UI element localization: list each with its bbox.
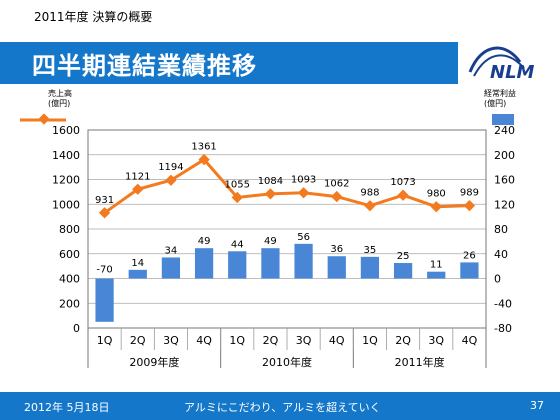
- profit-data-label: 34: [165, 245, 178, 256]
- profit-bar: [294, 243, 313, 279]
- category-label: 2Q: [395, 334, 411, 347]
- sales-data-label: 988: [360, 188, 379, 199]
- profit-bar: [460, 262, 479, 279]
- sales-point: [264, 188, 277, 200]
- left-tick-label: 400: [59, 273, 80, 286]
- left-tick-label: 200: [59, 297, 80, 310]
- sales-data-label: 1093: [291, 175, 316, 186]
- sales-point: [297, 187, 310, 199]
- sales-data-label: 1084: [258, 176, 283, 187]
- profit-bar: [427, 271, 446, 279]
- company-logo: NLM: [468, 46, 535, 83]
- title-bar: [0, 42, 458, 84]
- profit-data-label: 11: [430, 260, 443, 271]
- profit-bar: [228, 251, 247, 279]
- left-tick-label: 1200: [52, 174, 80, 187]
- profit-data-label: 44: [231, 239, 244, 250]
- page-title: 四半期連結業績推移: [32, 52, 257, 80]
- category-label: 1Q: [362, 334, 378, 347]
- right-axis-title-line2: (億円): [484, 98, 506, 108]
- right-tick-label: 0: [494, 273, 501, 286]
- category-label: 4Q: [462, 334, 478, 347]
- footer-date: 2012年 5月18日: [24, 401, 110, 414]
- sales-point: [397, 189, 409, 201]
- sales-point: [132, 183, 144, 195]
- category-label: 2Q: [130, 334, 146, 347]
- left-tick-label: 1400: [52, 149, 80, 162]
- left-axis-title-line1: 売上高: [48, 88, 72, 98]
- right-tick-label: 80: [494, 223, 508, 236]
- sales-data-label: 1194: [158, 162, 183, 173]
- fiscal-year-label: 2009年度: [129, 355, 179, 369]
- right-tick-label: 160: [494, 174, 515, 187]
- right-tick-label: -40: [494, 297, 512, 310]
- profit-bar: [161, 257, 181, 279]
- category-label: 4Q: [329, 334, 345, 347]
- right-tick-label: 120: [494, 198, 515, 211]
- footer-bar: [0, 392, 560, 420]
- profit-bar: [194, 248, 214, 279]
- left-tick-label: 600: [59, 248, 80, 261]
- right-tick-label: -80: [494, 322, 512, 335]
- left-axis-title-line2: (億円): [48, 98, 70, 108]
- left-tick-label: 800: [59, 223, 80, 236]
- profit-bar: [95, 278, 114, 322]
- category-label: 1Q: [229, 334, 245, 347]
- sales-data-label: 989: [460, 188, 479, 199]
- category-label: 3Q: [428, 334, 444, 347]
- sales-point: [430, 201, 442, 213]
- profit-data-label: 49: [264, 236, 277, 247]
- sales-data-label: 931: [95, 195, 114, 206]
- profit-data-label: 56: [297, 232, 310, 243]
- profit-data-label: 49: [198, 236, 211, 247]
- profit-data-label: -70: [96, 265, 112, 276]
- left-tick-label: 1000: [52, 198, 80, 211]
- profit-bar: [327, 256, 346, 279]
- profit-data-label: 14: [131, 258, 144, 269]
- left-tick-label: 0: [73, 322, 80, 335]
- sales-point: [98, 207, 111, 219]
- right-tick-label: 200: [494, 149, 515, 162]
- legend-bar-profit: [492, 114, 514, 125]
- sales-point: [165, 174, 177, 186]
- category-label: 3Q: [296, 334, 312, 347]
- sales-data-label: 1062: [324, 179, 349, 190]
- page-number: 37: [530, 399, 544, 412]
- sales-data-label: 1361: [191, 142, 216, 153]
- sales-point: [364, 200, 376, 212]
- profit-bar: [261, 248, 280, 279]
- quarterly-results-chart: -70 14 34 49 44 49 56 36 35 25 11 26 931 1121 1194 1361…: [20, 88, 516, 369]
- profit-data-label: 25: [397, 251, 410, 262]
- sales-data-label: 1073: [390, 177, 415, 188]
- category-label: 1Q: [97, 334, 113, 347]
- sales-point: [463, 199, 476, 212]
- sales-point: [331, 190, 343, 203]
- sales-data-label: 1055: [225, 179, 250, 190]
- page-subtitle: 2011年度 決算の概要: [34, 10, 153, 24]
- logo-text: NLM: [490, 62, 535, 83]
- footer-slogan: アルミにこだわり、アルミを超えていく: [184, 401, 381, 414]
- right-tick-label: 40: [494, 248, 508, 261]
- legend-marker-sales: [38, 113, 50, 125]
- fiscal-year-label: 2011年度: [395, 355, 445, 369]
- fiscal-year-label: 2010年度: [262, 355, 312, 369]
- sales-data-label: 1121: [125, 171, 150, 182]
- profit-bar: [128, 269, 147, 279]
- category-label: 2Q: [263, 334, 279, 347]
- profit-data-label: 26: [463, 250, 476, 261]
- right-axis-title-line1: 経常利益: [484, 88, 516, 98]
- profit-bar: [393, 263, 413, 279]
- sales-line: [103, 157, 470, 215]
- profit-data-label: 36: [330, 244, 343, 255]
- profit-data-label: 35: [364, 245, 377, 256]
- category-label: 4Q: [196, 334, 212, 347]
- category-label: 3Q: [163, 334, 179, 347]
- profit-bar: [360, 256, 380, 279]
- sales-data-label: 980: [427, 189, 446, 200]
- left-tick-label: 1600: [52, 124, 80, 137]
- right-tick-label: 240: [494, 124, 515, 137]
- sales-point: [231, 191, 243, 204]
